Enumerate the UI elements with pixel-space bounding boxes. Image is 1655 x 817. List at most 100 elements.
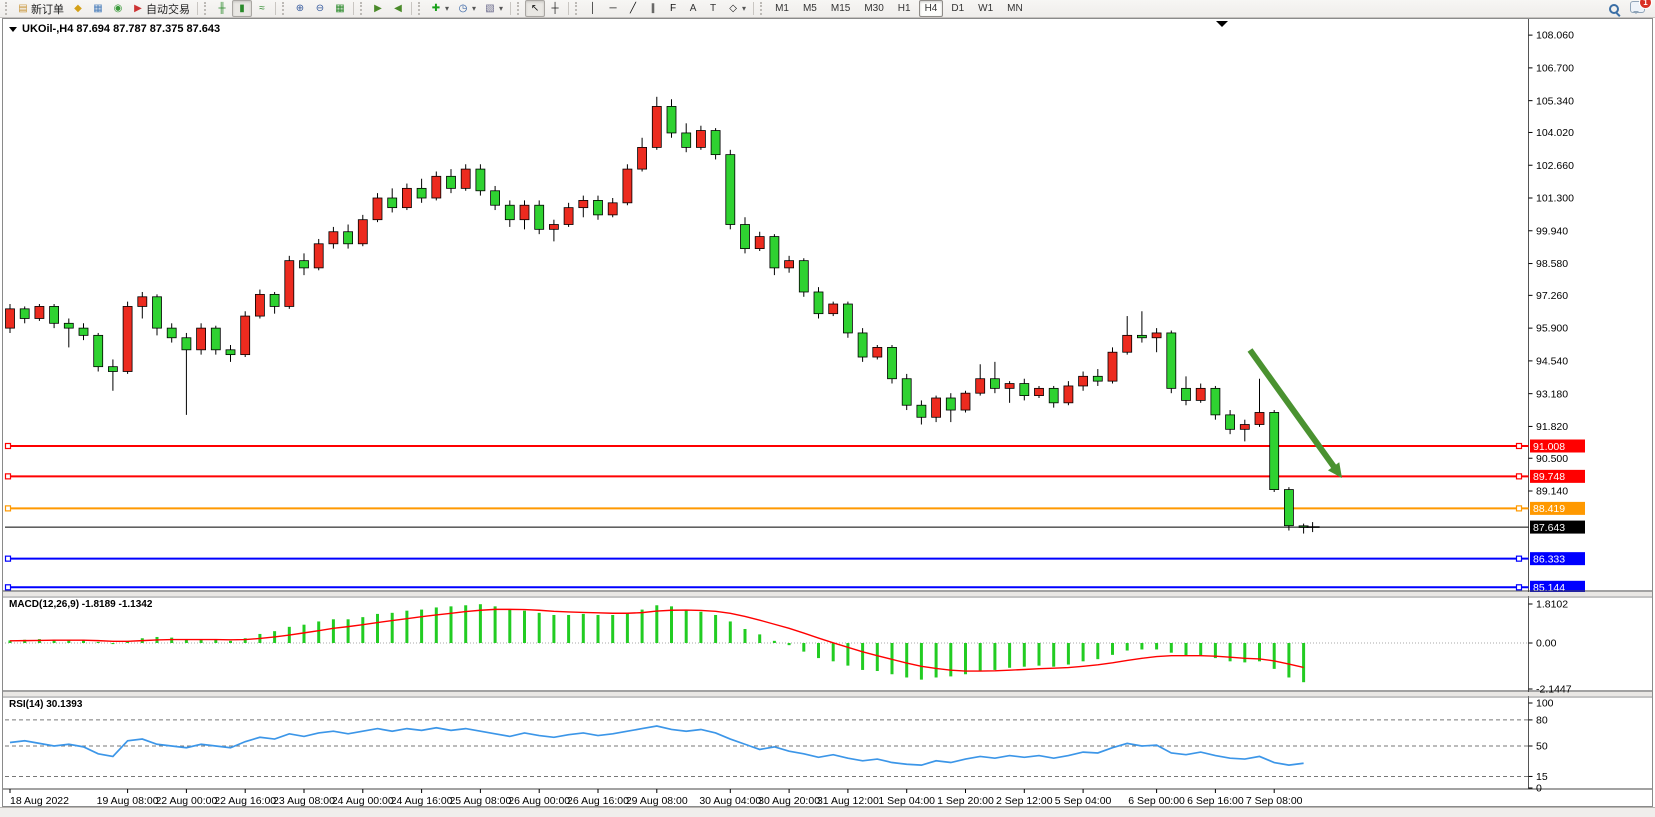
- price-line-handle[interactable]: [4, 505, 12, 512]
- price-line-handle[interactable]: [4, 473, 12, 480]
- timeframe-h1[interactable]: H1: [897, 3, 911, 14]
- toolbar-drag-handle[interactable]: [575, 2, 580, 15]
- candle-body: [269, 293, 280, 307]
- hline-icon: ─: [609, 2, 617, 14]
- toolbar-drag-handle[interactable]: [517, 2, 522, 15]
- candle-body: [843, 303, 853, 334]
- bar-chart-button[interactable]: ╫: [212, 0, 232, 17]
- candle-body: [916, 404, 927, 418]
- chart-shift-marker[interactable]: [1216, 21, 1228, 27]
- timeframe-m30[interactable]: M30: [864, 3, 884, 14]
- candle-body: [519, 204, 530, 221]
- new-order-button-label: 新订单: [31, 3, 64, 16]
- trendline-icon: ╱: [630, 2, 637, 14]
- fibonacci-button[interactable]: F: [663, 0, 683, 17]
- candle-body: [78, 327, 89, 336]
- price-badge-label: 86.333: [1533, 553, 1565, 565]
- time-tick-label: 19 Aug 08:00: [97, 795, 159, 807]
- tile-windows-button[interactable]: ▦: [330, 0, 350, 17]
- candle-body: [740, 224, 750, 250]
- dropdown-caret-icon[interactable]: ▾: [499, 4, 504, 13]
- candle-body: [431, 175, 442, 199]
- candle-body: [446, 175, 456, 189]
- timeframe-m15[interactable]: M15: [830, 3, 851, 14]
- price-tick-label: 102.660: [1536, 160, 1574, 172]
- periods-button[interactable]: ◷ ▾: [453, 0, 480, 17]
- data-window-button[interactable]: ▦: [88, 0, 108, 17]
- timeframe-h4[interactable]: H4: [918, 0, 944, 17]
- price-line-handle[interactable]: [1515, 555, 1523, 562]
- toolbar-drag-handle[interactable]: [282, 2, 287, 15]
- vertical-line-button[interactable]: │: [583, 0, 603, 17]
- timeframe-m1[interactable]: M1: [775, 3, 789, 14]
- chart-dropdown-icon[interactable]: [9, 26, 17, 32]
- chart-window[interactable]: 108.060 106.700 105.340 104.020 102.660 101.3…: [0, 18, 1655, 817]
- chart-canvas[interactable]: 108.060 106.700 105.340 104.020 102.660 101.3…: [0, 18, 1655, 816]
- crosshair-button[interactable]: ┼: [545, 0, 565, 17]
- price-line-handle[interactable]: [1515, 473, 1523, 480]
- tile-windows-icon: ▦: [335, 2, 345, 14]
- candle-body: [607, 202, 618, 216]
- price-line-handle[interactable]: [1515, 442, 1523, 450]
- toolbar-drag-handle[interactable]: [760, 2, 765, 15]
- equidistant-channel-button[interactable]: ∥: [643, 0, 663, 17]
- shapes-button[interactable]: ◇ ▾: [723, 0, 750, 17]
- candle-body: [696, 130, 706, 148]
- auto-trading-button-label: 自动交易: [146, 3, 190, 16]
- chart-shift-button[interactable]: ◀: [388, 0, 408, 17]
- price-badge: [1530, 439, 1585, 453]
- zoom-in-button[interactable]: ⊕: [290, 0, 310, 17]
- pane-splitter[interactable]: [3, 592, 1652, 596]
- indicators-button[interactable]: ✚ ▾: [426, 0, 453, 17]
- text-label-button[interactable]: T: [703, 0, 723, 17]
- new-order-button[interactable]: ▤ 新订单: [13, 0, 68, 17]
- market-watch-button[interactable]: ◆: [68, 0, 88, 17]
- pane-splitter[interactable]: [3, 692, 1652, 696]
- time-tick-label: 29 Aug 08:00: [626, 795, 688, 807]
- macd-tick-label: 0.00: [1536, 638, 1557, 650]
- templates-icon: ▧: [485, 2, 495, 14]
- chat-button[interactable]: 1: [1630, 0, 1652, 16]
- channel-icon: ∥: [650, 2, 656, 14]
- candlestick-chart-button[interactable]: ▮: [232, 0, 252, 17]
- time-tick-label: 24 Aug 16:00: [391, 795, 453, 807]
- price-line-handle[interactable]: [1515, 584, 1523, 591]
- toolbar-drag-handle[interactable]: [204, 2, 209, 15]
- price-line-handle[interactable]: [4, 584, 12, 591]
- toolbar-drag-handle[interactable]: [418, 2, 423, 15]
- candle-body: [784, 260, 794, 269]
- text-button[interactable]: A: [683, 0, 703, 17]
- timeframe-mn[interactable]: MN: [1007, 3, 1023, 14]
- candle-body: [1254, 412, 1265, 425]
- line-chart-button[interactable]: ≈: [252, 0, 272, 17]
- search-icon[interactable]: [1608, 3, 1620, 15]
- candle-body: [1092, 375, 1103, 382]
- dropdown-caret-icon[interactable]: ▾: [742, 4, 747, 13]
- templates-button[interactable]: ▧ ▾: [480, 0, 507, 17]
- toolbar-drag-handle[interactable]: [5, 2, 10, 15]
- auto-scroll-button[interactable]: ▶: [368, 0, 388, 17]
- trend-arrow[interactable]: [1247, 348, 1337, 469]
- toolbar-drag-handle[interactable]: [360, 2, 365, 15]
- price-line-handle[interactable]: [4, 555, 12, 562]
- timeframe-m5[interactable]: M5: [802, 3, 817, 14]
- horizontal-line-button[interactable]: ─: [603, 0, 623, 17]
- text-label-icon: T: [709, 2, 717, 14]
- cursor-button[interactable]: ↖: [525, 0, 546, 17]
- candle-body: [1107, 351, 1118, 382]
- main-toolbar: ▤ 新订单 ◆ ▦ ◉ ▶ 自动交易 ╫ ▮ ≈ ⊕ ⊖ ▦ ▶ ◀ ✚ ▾ ◷ ▾ ▧ ▾ ↖ ┼ │ ─ ╱ ∥ F A T ◇ ▾ M1 M…: [0, 0, 1655, 18]
- candle-body: [1048, 387, 1059, 404]
- timeframe-w1[interactable]: W1: [978, 3, 994, 14]
- price-line-handle[interactable]: [4, 442, 12, 450]
- clock-icon: ◷: [458, 2, 468, 14]
- auto-trading-button[interactable]: ▶ 自动交易: [128, 0, 194, 17]
- zoom-out-button[interactable]: ⊖: [310, 0, 330, 17]
- trendline-button[interactable]: ╱: [623, 0, 643, 17]
- dropdown-caret-icon[interactable]: ▾: [445, 4, 450, 13]
- navigator-button[interactable]: ◉: [108, 0, 128, 17]
- price-line-handle[interactable]: [1515, 505, 1523, 512]
- crosshair-icon: ┼: [551, 2, 559, 14]
- dropdown-caret-icon[interactable]: ▾: [472, 4, 477, 13]
- candle-body: [1166, 332, 1177, 389]
- timeframe-d1[interactable]: D1: [951, 3, 965, 14]
